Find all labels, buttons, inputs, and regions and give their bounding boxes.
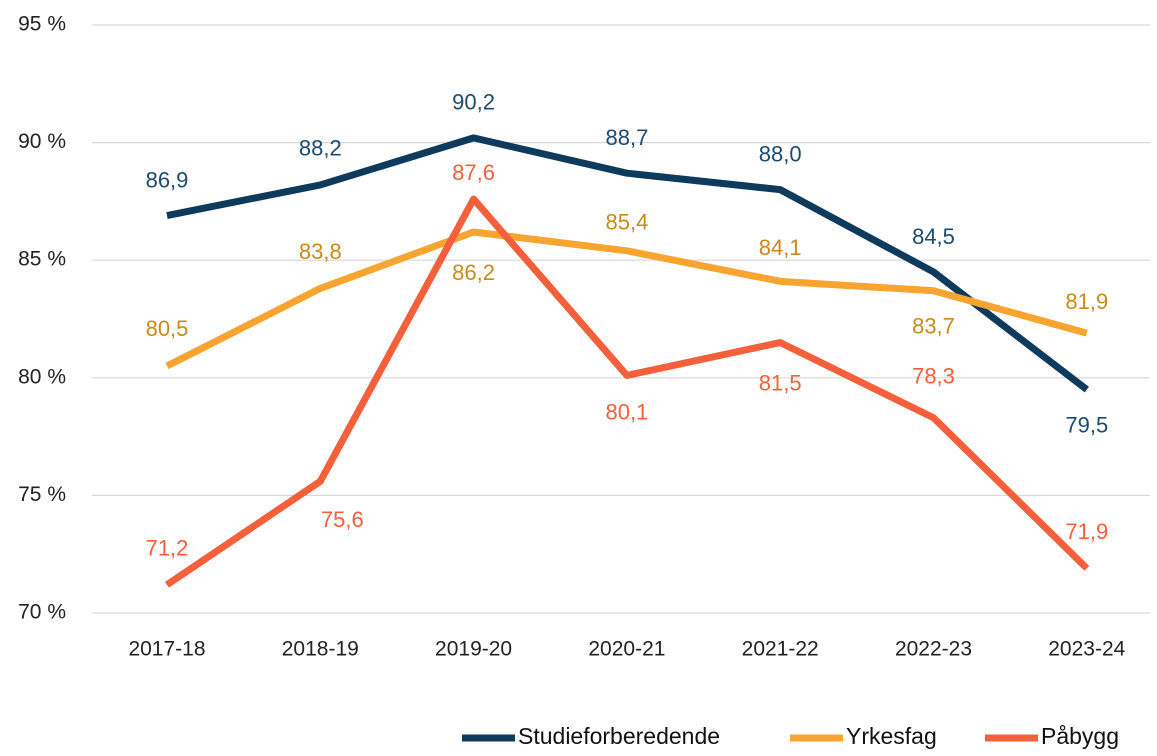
value-label: 84,1 (759, 235, 802, 260)
y-tick-label: 85 % (18, 248, 66, 271)
value-label: 81,9 (1065, 289, 1108, 314)
value-label: 88,2 (299, 136, 342, 161)
x-tick-label: 2021-22 (742, 638, 819, 661)
value-label: 88,0 (759, 141, 802, 166)
y-tick-label: 95 % (18, 13, 66, 36)
value-label: 85,4 (605, 210, 648, 235)
legend-label: Yrkesfag (846, 723, 937, 749)
value-label: 87,6 (452, 160, 495, 185)
y-tick-label: 75 % (18, 483, 66, 506)
value-label: 88,7 (605, 125, 648, 150)
value-label: 84,5 (912, 224, 955, 249)
legend-label: Studieforberedende (518, 723, 720, 749)
value-label: 79,5 (1065, 412, 1108, 437)
x-tick-label: 2020-21 (588, 638, 665, 661)
series-line (165, 228, 1088, 370)
series-line (165, 195, 1090, 588)
x-tick-label: 2023-24 (1048, 638, 1125, 661)
y-tick-label: 90 % (18, 130, 66, 153)
value-label: 71,2 (146, 536, 189, 561)
value-label: 86,9 (146, 167, 189, 192)
y-tick-label: 70 % (18, 601, 66, 624)
value-label: 83,8 (299, 239, 342, 264)
y-tick-label: 80 % (18, 365, 66, 388)
x-tick-label: 2017-18 (128, 638, 205, 661)
x-tick-label: 2022-23 (895, 638, 972, 661)
value-label: 78,3 (912, 364, 955, 389)
value-label: 81,5 (759, 370, 802, 395)
value-label: 80,1 (605, 399, 648, 424)
value-label: 90,2 (452, 90, 495, 115)
value-label: 86,2 (452, 260, 495, 285)
legend-label: Påbygg (1041, 723, 1119, 749)
x-tick-label: 2019-20 (435, 638, 512, 661)
value-label: 83,7 (912, 314, 955, 339)
value-label: 71,9 (1065, 519, 1108, 544)
value-label: 75,6 (321, 507, 364, 532)
value-label: 80,5 (146, 316, 189, 341)
series-line (166, 134, 1089, 393)
x-tick-label: 2018-19 (282, 638, 359, 661)
